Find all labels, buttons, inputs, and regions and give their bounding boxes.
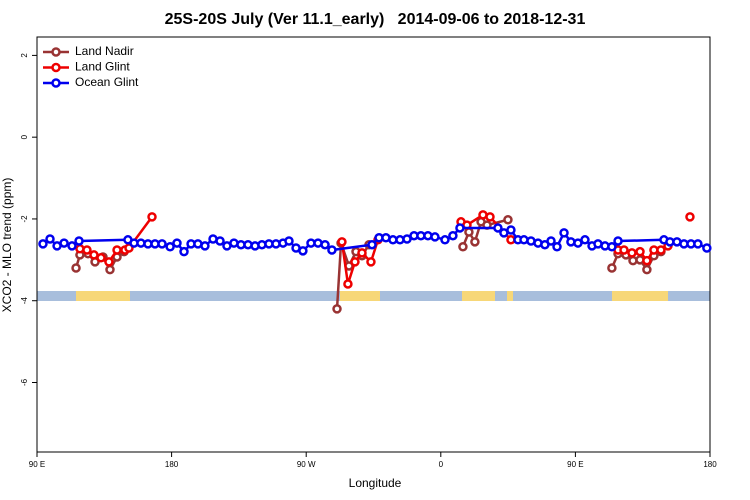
legend-label: Ocean Glint <box>75 75 139 89</box>
data-point <box>693 239 703 249</box>
data-point <box>172 238 182 248</box>
data-point <box>458 241 468 252</box>
y-tick-label: -6 <box>20 378 29 386</box>
data-point <box>96 253 106 263</box>
data-point <box>546 236 556 246</box>
data-point <box>455 223 465 233</box>
data-point <box>619 245 629 255</box>
data-point <box>38 239 48 249</box>
data-point <box>284 236 294 246</box>
land-patch <box>340 291 380 301</box>
y-tick-label: 0 <box>20 134 29 139</box>
chart-title: 25S-20S July (Ver 11.1_early) 2014-09-06… <box>165 11 586 28</box>
data-point <box>200 241 210 251</box>
data-point <box>357 248 367 258</box>
data-point <box>493 223 503 233</box>
data-point <box>402 234 412 244</box>
data-point <box>607 263 617 273</box>
x-tick-label: 180 <box>703 460 717 469</box>
data-point <box>642 255 652 266</box>
data-point <box>642 264 652 275</box>
data-point <box>685 212 695 222</box>
data-point <box>559 228 569 238</box>
data-point <box>656 245 666 255</box>
legend-label: Land Nadir <box>75 44 134 58</box>
data-point <box>350 257 360 267</box>
data-point <box>45 234 55 244</box>
data-point <box>430 232 440 242</box>
y-tick-label: 2 <box>20 53 29 58</box>
data-point <box>580 235 590 245</box>
legend-label: Land Glint <box>75 60 130 74</box>
data-point <box>448 230 458 241</box>
land-patch <box>462 291 495 301</box>
y-tick-label: -2 <box>20 215 29 223</box>
data-point <box>573 238 583 248</box>
data-point <box>635 246 645 257</box>
y-tick-label: -4 <box>20 297 29 305</box>
data-point <box>503 215 513 225</box>
data-point <box>112 245 122 255</box>
data-point <box>74 236 84 246</box>
data-point <box>470 237 480 247</box>
data-point <box>485 212 495 222</box>
data-point <box>702 243 712 253</box>
legend-marker <box>51 78 61 88</box>
data-point <box>607 241 617 252</box>
data-point <box>552 241 562 252</box>
data-point <box>157 239 167 249</box>
data-point <box>440 235 450 245</box>
data-point <box>627 248 637 258</box>
data-point <box>332 304 342 314</box>
data-point <box>320 239 330 250</box>
data-point <box>71 263 81 273</box>
data-point <box>327 245 337 255</box>
data-point <box>337 237 347 247</box>
x-tick-label: 90 E <box>567 460 583 469</box>
data-point <box>67 241 77 251</box>
data-point <box>165 241 175 252</box>
legend-marker <box>51 62 61 73</box>
data-point <box>104 257 114 267</box>
land-patch <box>612 291 668 301</box>
data-point <box>215 236 225 246</box>
legend-marker <box>51 47 61 57</box>
data-point <box>179 246 189 257</box>
x-axis-label: Longitude <box>349 476 402 490</box>
data-point <box>343 279 353 289</box>
y-axis-label: XCO2 - MLO trend (ppm) <box>0 178 14 313</box>
data-point <box>82 245 92 255</box>
data-point <box>59 238 69 248</box>
data-point <box>366 257 376 267</box>
data-point <box>105 264 115 275</box>
land-patch <box>507 291 513 301</box>
x-tick-label: 0 <box>439 460 444 469</box>
data-point <box>367 239 377 250</box>
land-patch <box>76 291 130 301</box>
data-point <box>506 225 516 235</box>
x-tick-label: 90 E <box>29 460 45 469</box>
x-tick-label: 90 W <box>297 460 316 469</box>
data-point <box>147 212 157 222</box>
data-point <box>613 236 623 246</box>
x-tick-label: 180 <box>165 460 179 469</box>
data-point <box>298 246 308 256</box>
